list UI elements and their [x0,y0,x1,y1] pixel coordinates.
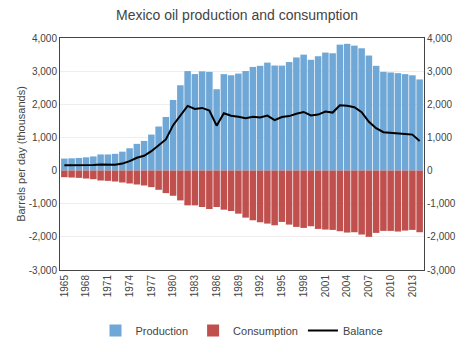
svg-text:Consumption: Consumption [233,325,298,337]
svg-text:1992: 1992 [254,275,265,298]
svg-text:1983: 1983 [189,275,200,298]
svg-text:-3,000: -3,000 [427,265,456,276]
svg-text:Balance: Balance [343,325,383,337]
svg-text:1,000: 1,000 [32,132,57,143]
svg-text:4,000: 4,000 [427,33,452,44]
svg-text:1980: 1980 [167,275,178,298]
svg-text:Barrels per day (thousands): Barrels per day (thousands) [15,86,27,222]
svg-text:-1,000: -1,000 [29,198,58,209]
svg-text:1968: 1968 [80,275,91,298]
svg-text:3,000: 3,000 [427,66,452,77]
svg-text:2007: 2007 [363,275,374,298]
svg-text:3,000: 3,000 [32,66,57,77]
svg-text:2001: 2001 [320,275,331,298]
svg-text:2,000: 2,000 [427,99,452,110]
svg-text:2010: 2010 [385,275,396,298]
svg-text:1998: 1998 [298,275,309,298]
svg-text:1995: 1995 [276,275,287,298]
svg-text:2013: 2013 [407,275,418,298]
svg-text:1986: 1986 [211,275,222,298]
svg-text:Mexico oil production and cons: Mexico oil production and consumption [116,7,358,23]
svg-text:1989: 1989 [233,275,244,298]
svg-text:4,000: 4,000 [32,33,57,44]
svg-text:1977: 1977 [146,275,157,298]
svg-text:-2,000: -2,000 [29,231,58,242]
svg-text:0: 0 [51,165,57,176]
svg-text:-2,000: -2,000 [427,231,456,242]
svg-text:1974: 1974 [124,275,135,298]
svg-text:0: 0 [427,165,433,176]
svg-text:2004: 2004 [341,275,352,298]
svg-text:1965: 1965 [59,275,70,298]
svg-text:-1,000: -1,000 [427,198,456,209]
svg-text:Production: Production [136,325,189,337]
svg-text:1971: 1971 [102,275,113,298]
svg-text:1,000: 1,000 [427,132,452,143]
svg-text:-3,000: -3,000 [29,265,58,276]
svg-text:2,000: 2,000 [32,99,57,110]
